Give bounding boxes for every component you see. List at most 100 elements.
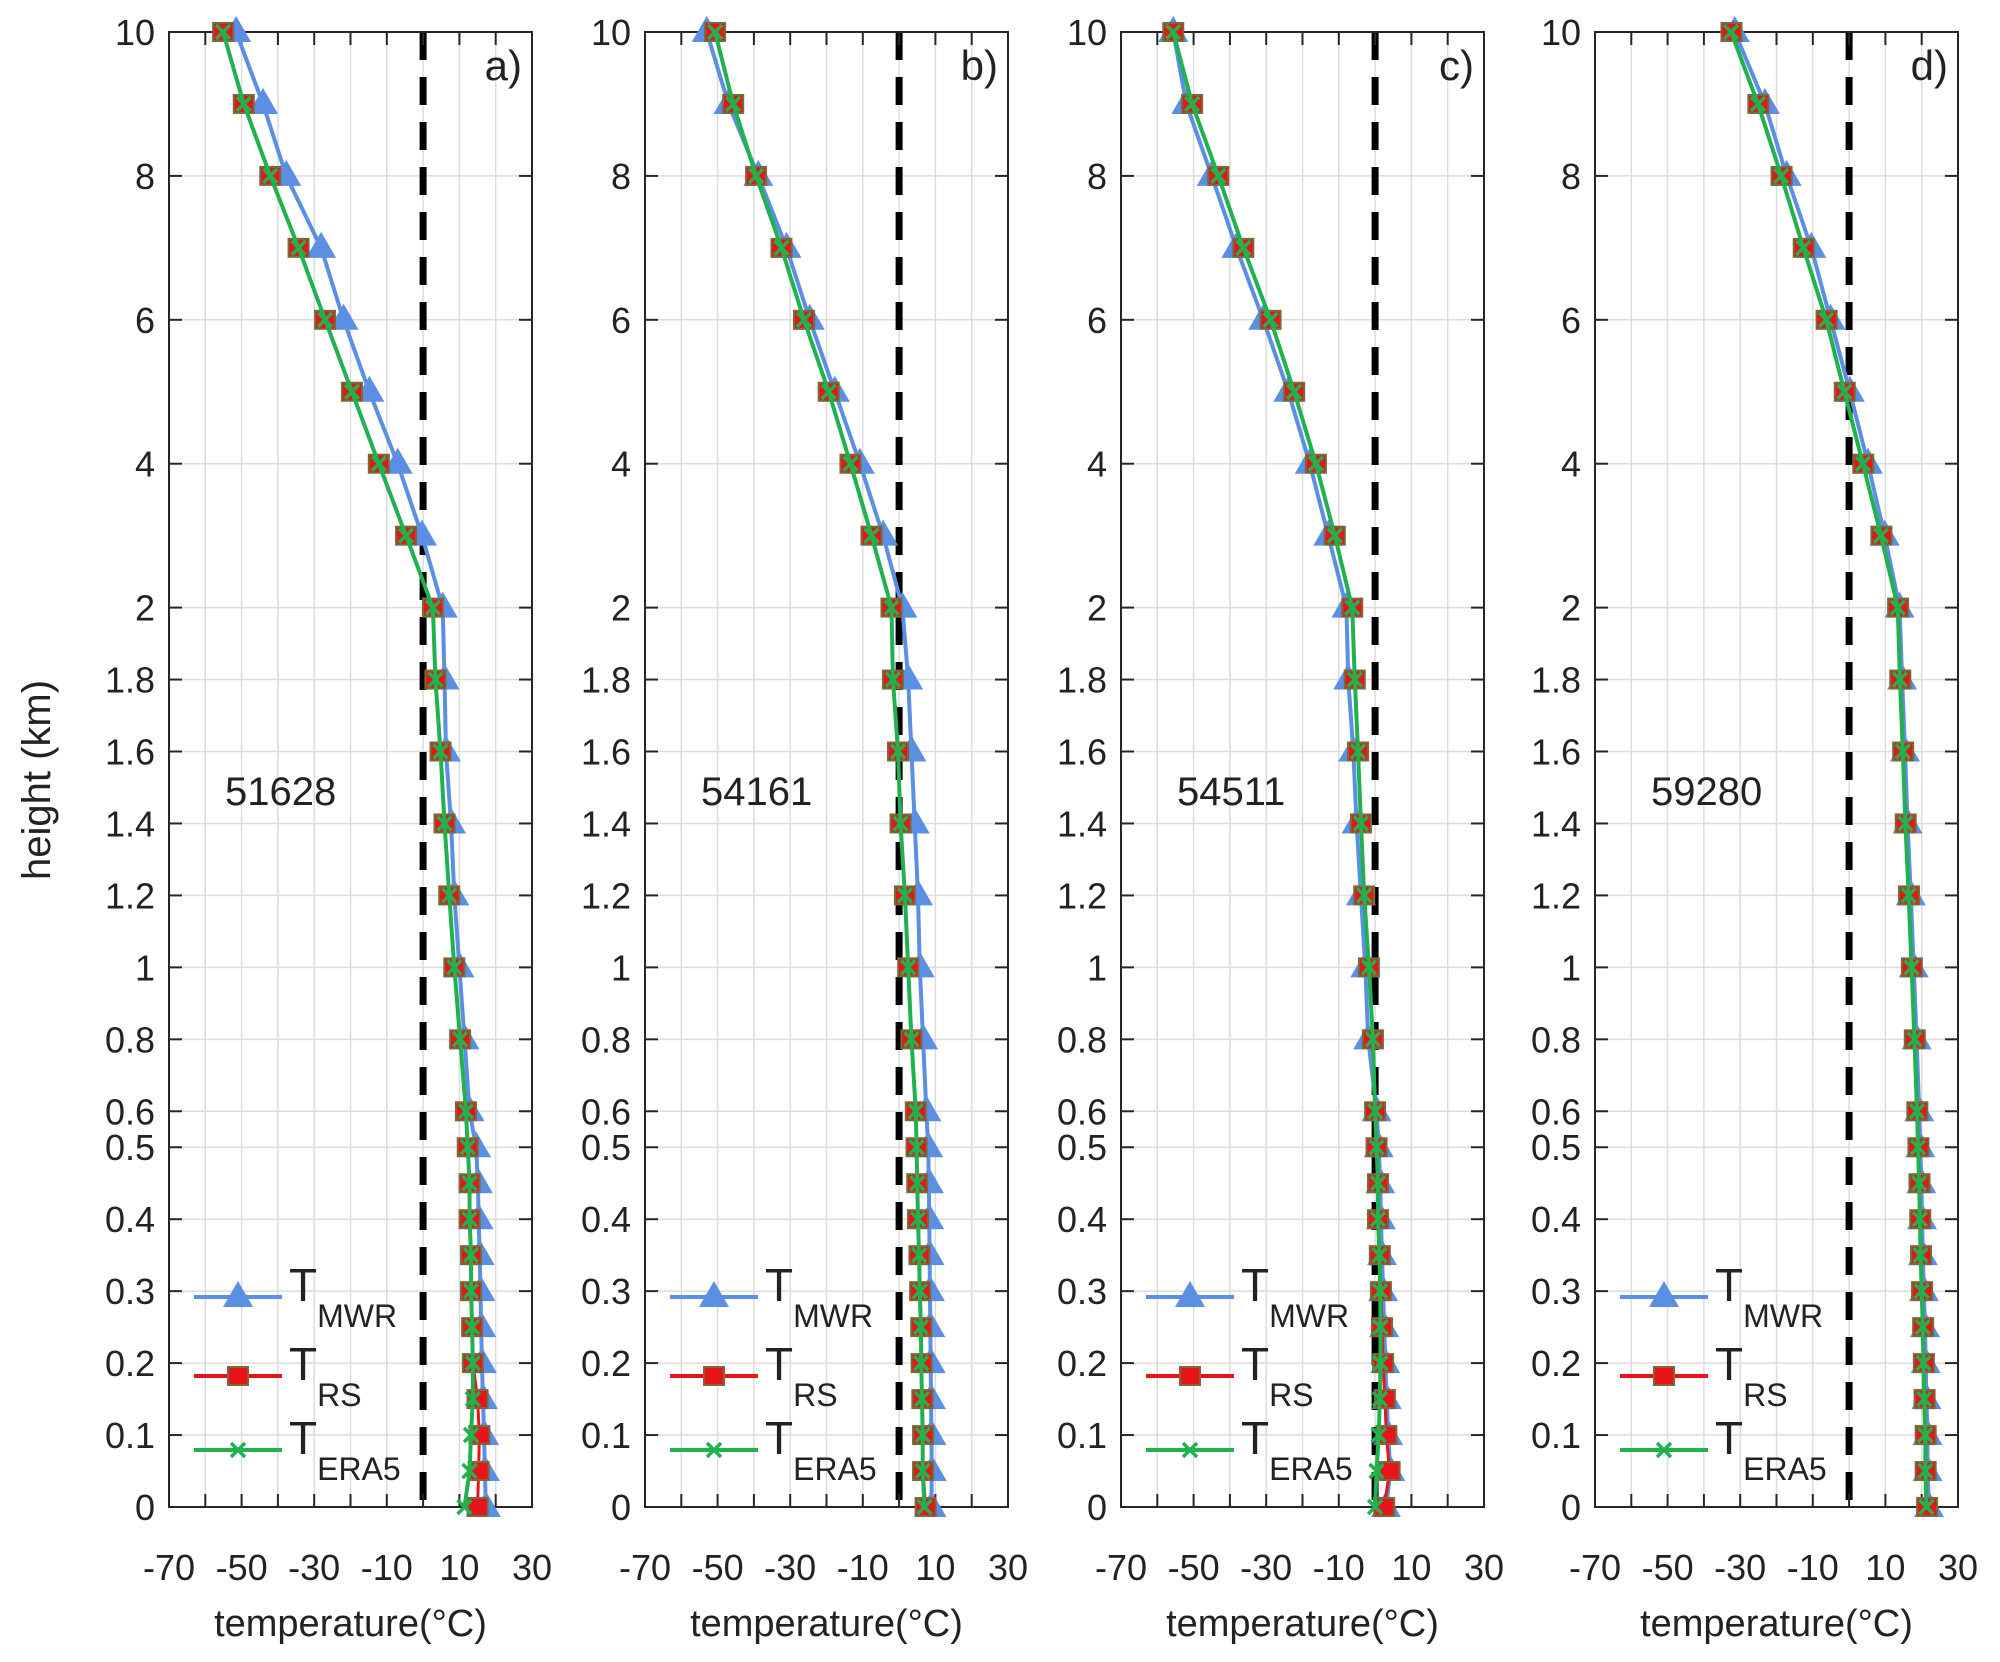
y-tick-label: 1.6 [581, 732, 631, 773]
y-tick-label: 10 [1541, 12, 1581, 53]
panel-letter: c) [1439, 42, 1474, 89]
y-tick-label: 6 [611, 300, 631, 341]
x-tick-label: -70 [143, 1547, 195, 1588]
x-axis-label: temperature(°C) [1640, 1603, 1913, 1645]
mwr-triangle-marker [328, 303, 359, 330]
panel-letter: a) [485, 42, 522, 89]
era5-x-marker [1343, 599, 1361, 616]
x-tick-label: -50 [1168, 1547, 1220, 1588]
rs-square-marker [1179, 1366, 1201, 1386]
y-tick-label: 1.2 [105, 875, 155, 916]
era5-x-marker [892, 815, 909, 832]
era5-x-marker [913, 1390, 931, 1408]
era5-x-marker [1817, 311, 1835, 329]
legend-item-era5: TERA5 [1620, 1412, 1827, 1487]
legend-label-main: T [1241, 1412, 1269, 1464]
y-tick-label: 6 [1087, 300, 1107, 341]
y-tick-label: 1.6 [105, 732, 155, 773]
era5-x-marker [1891, 671, 1909, 688]
y-tick-label: 0.2 [1531, 1343, 1581, 1384]
era5-x-marker [1916, 1390, 1933, 1408]
rs-square-marker [703, 1366, 725, 1386]
legend-label-subscript: MWR [1743, 1298, 1823, 1334]
era5-x-marker [1914, 1318, 1932, 1336]
x-tick-label: -70 [619, 1547, 671, 1588]
y-tick-label: 0.8 [105, 1019, 155, 1060]
era5-x-marker [440, 887, 458, 904]
y-tick-label: 0.3 [105, 1271, 155, 1312]
era5-x-marker [424, 599, 442, 616]
y-tick-label: 0.4 [1057, 1199, 1107, 1240]
y-tick-label: 0 [1561, 1487, 1581, 1528]
era5-x-marker [820, 383, 837, 400]
x-axis-label: temperature(°C) [214, 1603, 487, 1645]
era5-x-marker [1368, 1139, 1385, 1156]
era5-x-marker [907, 1103, 925, 1120]
era5-x-marker [912, 1318, 930, 1336]
era5-x-marker [724, 95, 742, 113]
era5-x-marker [1183, 95, 1201, 113]
era5-x-marker [456, 1498, 473, 1516]
era5-x-marker [1911, 1210, 1929, 1228]
era5-x-marker [214, 23, 232, 41]
mwr-triangle-marker [699, 1281, 729, 1307]
legend-label-main: T [1715, 1412, 1743, 1464]
panel-letter: d) [1911, 42, 1948, 89]
era5-x-marker [883, 599, 900, 616]
x-tick-label: 10 [439, 1547, 479, 1588]
era5-x-marker [436, 815, 453, 832]
era5-x-marker [913, 1354, 930, 1372]
x-tick-label: 10 [915, 1547, 955, 1588]
era5-x-marker [1165, 23, 1182, 41]
y-tick-label: 10 [115, 12, 155, 53]
y-axis-label: height (km) [15, 680, 59, 880]
y-tick-label: 0 [1087, 1487, 1107, 1528]
era5-x-marker [1368, 1462, 1385, 1480]
era5-x-marker [1372, 1318, 1389, 1336]
y-tick-label: 1 [611, 947, 631, 988]
y-tick-label: 1.2 [581, 875, 631, 916]
legend-label: TMWR [765, 1259, 873, 1334]
era5-x-marker [397, 527, 415, 544]
legend-label-main: T [289, 1338, 317, 1390]
x-tick-label: 30 [1938, 1547, 1978, 1588]
y-tick-label: 1.8 [1057, 660, 1107, 701]
era5-series [706, 23, 933, 1516]
legend-item-rs: TRS [194, 1338, 362, 1413]
y-tick-label: 8 [611, 156, 631, 197]
legend-label-subscript: ERA5 [1269, 1451, 1353, 1487]
y-tick-label: 0.6 [581, 1091, 631, 1132]
era5-x-marker [903, 1031, 920, 1048]
y-tick-label: 0.8 [1057, 1019, 1107, 1060]
era5-x-marker [290, 239, 307, 257]
era5-x-marker [1210, 167, 1227, 185]
y-tick-label: 2 [1087, 588, 1107, 629]
era5-x-marker [464, 1390, 482, 1408]
y-tick-label: 0.5 [105, 1127, 155, 1168]
era5-x-marker [1909, 1139, 1927, 1156]
panel-b: -70 -50 -30 -10 10 30 0 0.1 0.2 0.3 0.4 0.50.6 0.8 1 1… [581, 12, 1028, 1645]
era5-x-marker [1722, 23, 1740, 41]
y-tick-label: 1.2 [1057, 875, 1107, 916]
era5-x-marker [863, 527, 880, 544]
panel-letter: b) [961, 42, 998, 89]
era5-x-marker [462, 1246, 480, 1264]
era5-x-marker [773, 239, 790, 257]
y-tick-label: 0 [611, 1487, 631, 1528]
y-tick-label: 4 [135, 444, 155, 485]
x-tick-label: 10 [1391, 1547, 1431, 1588]
x-tick-label: 10 [1865, 1547, 1905, 1588]
era5-x-marker [1903, 959, 1920, 976]
station-id-label: 59280 [1651, 770, 1762, 814]
legend-label: TERA5 [289, 1412, 401, 1487]
era5-x-marker [1917, 1462, 1934, 1480]
legend-item-rs: TRS [670, 1338, 838, 1413]
era5-x-marker [1262, 311, 1279, 329]
era5-x-marker [463, 1318, 481, 1336]
era5-x-marker [889, 743, 907, 760]
mwr-triangle-marker [1175, 1281, 1205, 1307]
legend-item-mwr: TMWR [194, 1259, 397, 1334]
era5-x-marker [1795, 239, 1812, 257]
